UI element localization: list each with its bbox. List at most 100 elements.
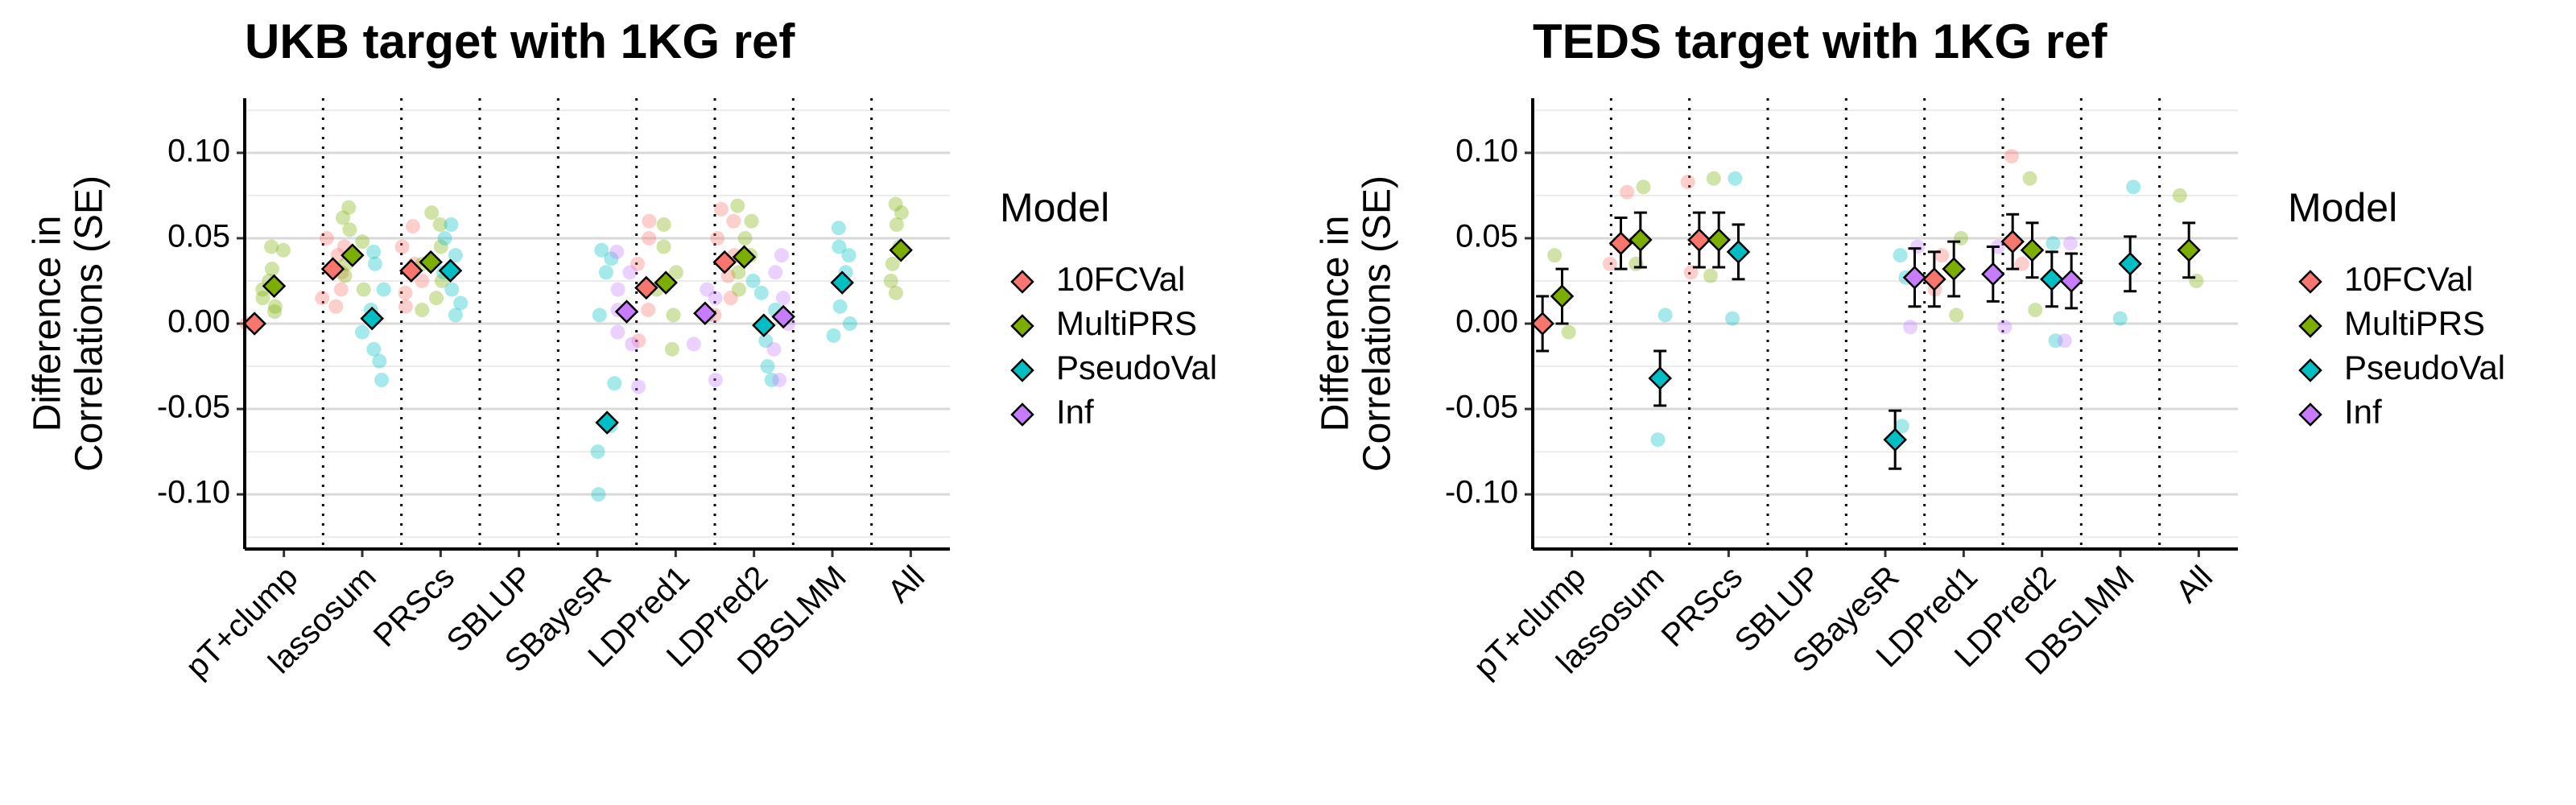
point [832,239,847,254]
mean-marker [2059,269,2083,293]
y-tick-label: 0.00 [167,304,230,340]
point [2048,333,2063,349]
point [710,230,725,246]
point [744,213,759,229]
point [590,444,605,460]
legend-marker [2298,270,2322,294]
point [275,242,291,258]
point [444,217,459,232]
point [356,282,371,297]
mean-marker [1981,262,2005,287]
mean-marker [2177,238,2201,262]
point [708,291,723,306]
point [333,282,349,297]
point [264,239,279,254]
point [832,299,848,314]
mean-marker [1550,284,1575,308]
point [610,324,625,340]
point [642,230,657,246]
point [2057,333,2072,349]
point [831,221,846,236]
point [315,291,330,306]
point [888,196,903,212]
legend-marker [1010,358,1034,382]
point [894,205,909,221]
point [341,200,357,215]
point [775,291,791,306]
point [2022,171,2037,186]
point [376,282,391,297]
point [772,373,787,387]
point [255,291,270,306]
y-tick-label: -0.05 [157,390,230,425]
legend-label: 10FCVal [2344,260,2473,298]
point [631,379,646,394]
point [415,273,430,288]
point [610,282,625,297]
mean-marker [341,243,365,267]
point [700,282,715,297]
point [448,248,463,263]
point [730,198,745,213]
point [1636,180,1651,195]
point [686,336,701,352]
point [1903,320,1918,335]
chart-panel: UKB target with 1KG ref Difference inCorr… [27,14,1217,685]
point [429,291,444,306]
mean-marker [320,257,345,281]
point [622,265,638,280]
mean-marker [2000,229,2025,254]
point [2062,236,2078,251]
point [766,341,782,357]
point [354,324,369,340]
legend-label: MultiPRS [1056,304,1197,342]
point [394,239,410,254]
point [444,282,460,297]
point [2004,149,2019,164]
mean-marker [262,274,287,299]
point [2126,180,2141,195]
point [1894,419,1909,434]
point [841,248,857,263]
point [760,359,775,374]
point [842,316,857,331]
mean-marker [693,301,717,326]
mean-marker [614,299,639,324]
point [342,222,357,237]
legend-marker [2298,402,2322,427]
point [885,256,900,271]
point [1602,256,1617,271]
point [745,273,761,288]
point [642,213,657,229]
point [664,341,679,357]
point [1683,265,1699,280]
point [656,217,671,232]
point [758,333,774,349]
point [424,205,440,221]
legend-title: Model [1000,185,1109,230]
point [731,282,746,297]
point [1728,171,1743,186]
point [267,304,283,320]
legend-marker [2298,358,2322,382]
y-axis-label: Difference in [27,216,69,432]
point [1657,308,1673,323]
point [768,265,783,280]
point [264,262,279,277]
x-tick-label: All [2169,559,2220,610]
point [1910,239,1926,254]
point [723,291,738,306]
mean-marker [752,313,776,337]
chart-title: UKB target with 1KG ref [245,14,795,68]
x-tick-label: All [881,559,932,610]
point [888,285,903,300]
point [726,213,741,229]
point [372,353,387,369]
mean-marker [1608,231,1633,256]
point [631,333,646,349]
point [405,219,420,234]
point [625,336,640,352]
point [366,244,382,259]
point [374,373,389,387]
